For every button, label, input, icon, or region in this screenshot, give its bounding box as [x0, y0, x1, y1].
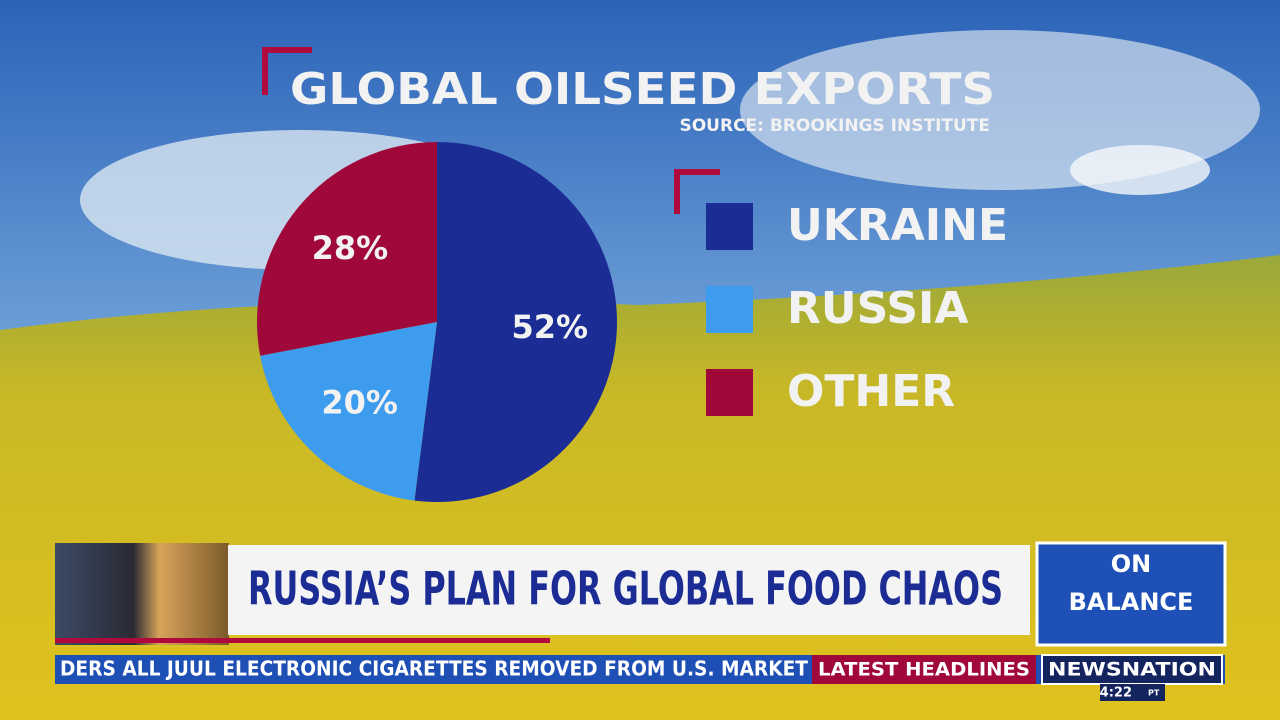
ticker-label-box	[812, 655, 1036, 684]
clock-time: 4:22	[1100, 686, 1132, 701]
cloud	[1070, 145, 1210, 195]
show-logo-top: ON	[1111, 550, 1152, 578]
title-bracket	[262, 47, 312, 95]
legend-swatch	[706, 286, 753, 333]
network-logo: NEWSNATION	[1048, 659, 1216, 681]
pie-slice	[260, 322, 437, 501]
legend-swatch	[706, 203, 753, 250]
network-box	[1041, 654, 1223, 685]
accent-line	[55, 638, 550, 643]
ticker-label: LATEST HEADLINES	[818, 659, 1030, 681]
show-logo-bottom: BALANCE	[1069, 588, 1194, 616]
pie-slice	[414, 142, 617, 502]
clock-box	[1100, 684, 1165, 701]
clock-zone: PT	[1148, 689, 1160, 698]
headline-bar	[228, 545, 1030, 635]
legend-label: UKRAINE	[787, 200, 1008, 251]
pie-slice	[257, 142, 437, 356]
show-logo	[1035, 541, 1227, 647]
legend-bracket	[674, 169, 720, 214]
chart-title: GLOBAL OILSEED EXPORTS	[290, 64, 995, 115]
news-photo	[55, 543, 229, 645]
legend-label: RUSSIA	[787, 283, 968, 334]
slice-label: 28%	[312, 229, 389, 267]
headline: RUSSIA’S PLAN FOR GLOBAL FOOD CHAOS	[248, 562, 1003, 616]
legend-swatch	[706, 369, 753, 416]
slice-label: 52%	[511, 308, 588, 346]
legend-label: OTHER	[787, 366, 955, 417]
chart-subtitle: SOURCE: BROOKINGS INSTITUTE	[679, 116, 990, 136]
ticker-text: DERS ALL JUUL ELECTRONIC CIGARETTES REMO…	[60, 657, 808, 681]
field	[0, 255, 1280, 720]
slice-label: 20%	[321, 383, 398, 421]
